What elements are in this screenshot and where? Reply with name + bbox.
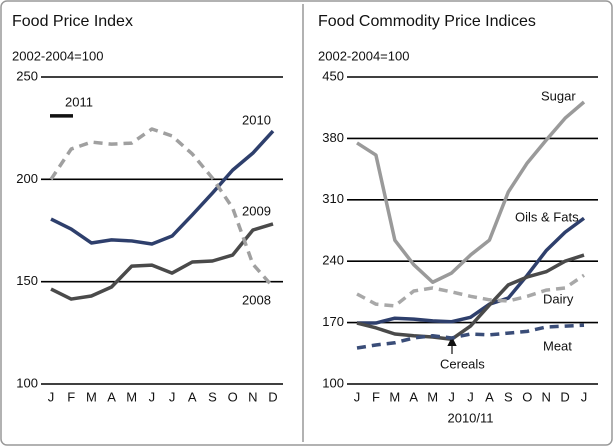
y-tick-label: 100 bbox=[322, 375, 344, 390]
chart-title: Food Price Index bbox=[12, 13, 133, 30]
series-line bbox=[356, 253, 585, 342]
x-tick-label: J bbox=[169, 389, 176, 404]
series-label: Dairy bbox=[543, 291, 574, 306]
series-label: 2011 bbox=[65, 94, 93, 109]
y-tick-label: 450 bbox=[322, 68, 344, 83]
x-tick-label: F bbox=[67, 389, 75, 404]
x-tick-label: A bbox=[188, 389, 197, 404]
series-label: Oils & Fats bbox=[515, 209, 579, 224]
subtitle: 2002-2004=100 bbox=[318, 48, 409, 63]
y-tick-label: 200 bbox=[16, 171, 38, 186]
x-tick-label: A bbox=[107, 389, 116, 404]
y-tick-label: 240 bbox=[322, 253, 344, 268]
x-tick-label: D bbox=[268, 389, 277, 404]
x-tick-label: J bbox=[354, 389, 361, 404]
x-tick-label: S bbox=[208, 389, 217, 404]
y-tick-label: 310 bbox=[322, 191, 344, 206]
series-label: 2008 bbox=[242, 292, 271, 307]
series-line bbox=[357, 216, 586, 325]
x-tick-label: M bbox=[86, 389, 97, 404]
x-tick-label: O bbox=[522, 389, 532, 404]
series-label: Cereals bbox=[440, 356, 485, 371]
series-label: 2009 bbox=[242, 203, 271, 218]
x-tick-label: M bbox=[427, 389, 438, 404]
x-tick-label: N bbox=[248, 389, 257, 404]
y-tick-label: 170 bbox=[322, 314, 344, 329]
series-line bbox=[50, 129, 275, 246]
chart-title: Food Commodity Price Indices bbox=[318, 13, 536, 30]
x-tick-label: J bbox=[467, 389, 474, 404]
series-line bbox=[356, 273, 585, 308]
x-tick-label: M bbox=[389, 389, 400, 404]
y-tick-label: 100 bbox=[16, 375, 38, 390]
x-axis-label: 2010/11 bbox=[447, 410, 493, 425]
series-line bbox=[49, 127, 275, 289]
x-tick-label: N bbox=[541, 389, 550, 404]
x-tick-label: J bbox=[149, 389, 156, 404]
y-tick-label: 150 bbox=[16, 273, 38, 288]
x-tick-label: A bbox=[485, 389, 494, 404]
y-tick-label: 250 bbox=[16, 68, 38, 83]
series-line bbox=[356, 323, 585, 350]
x-tick-label: J bbox=[448, 389, 455, 404]
series-label: 2010 bbox=[242, 112, 271, 127]
y-tick-label: 380 bbox=[322, 130, 344, 145]
x-tick-label: J bbox=[48, 389, 55, 404]
series-label: Meat bbox=[543, 338, 572, 353]
x-tick-label: A bbox=[409, 389, 418, 404]
x-tick-label: D bbox=[560, 389, 569, 404]
x-tick-label: O bbox=[228, 389, 238, 404]
x-tick-label: J bbox=[581, 389, 588, 404]
series-label: Sugar bbox=[541, 88, 576, 103]
x-tick-label: F bbox=[372, 389, 380, 404]
series-line bbox=[50, 222, 274, 301]
x-tick-label: S bbox=[504, 389, 513, 404]
x-tick-label: M bbox=[126, 389, 137, 404]
series-line bbox=[356, 100, 586, 285]
subtitle: 2002-2004=100 bbox=[12, 48, 103, 63]
